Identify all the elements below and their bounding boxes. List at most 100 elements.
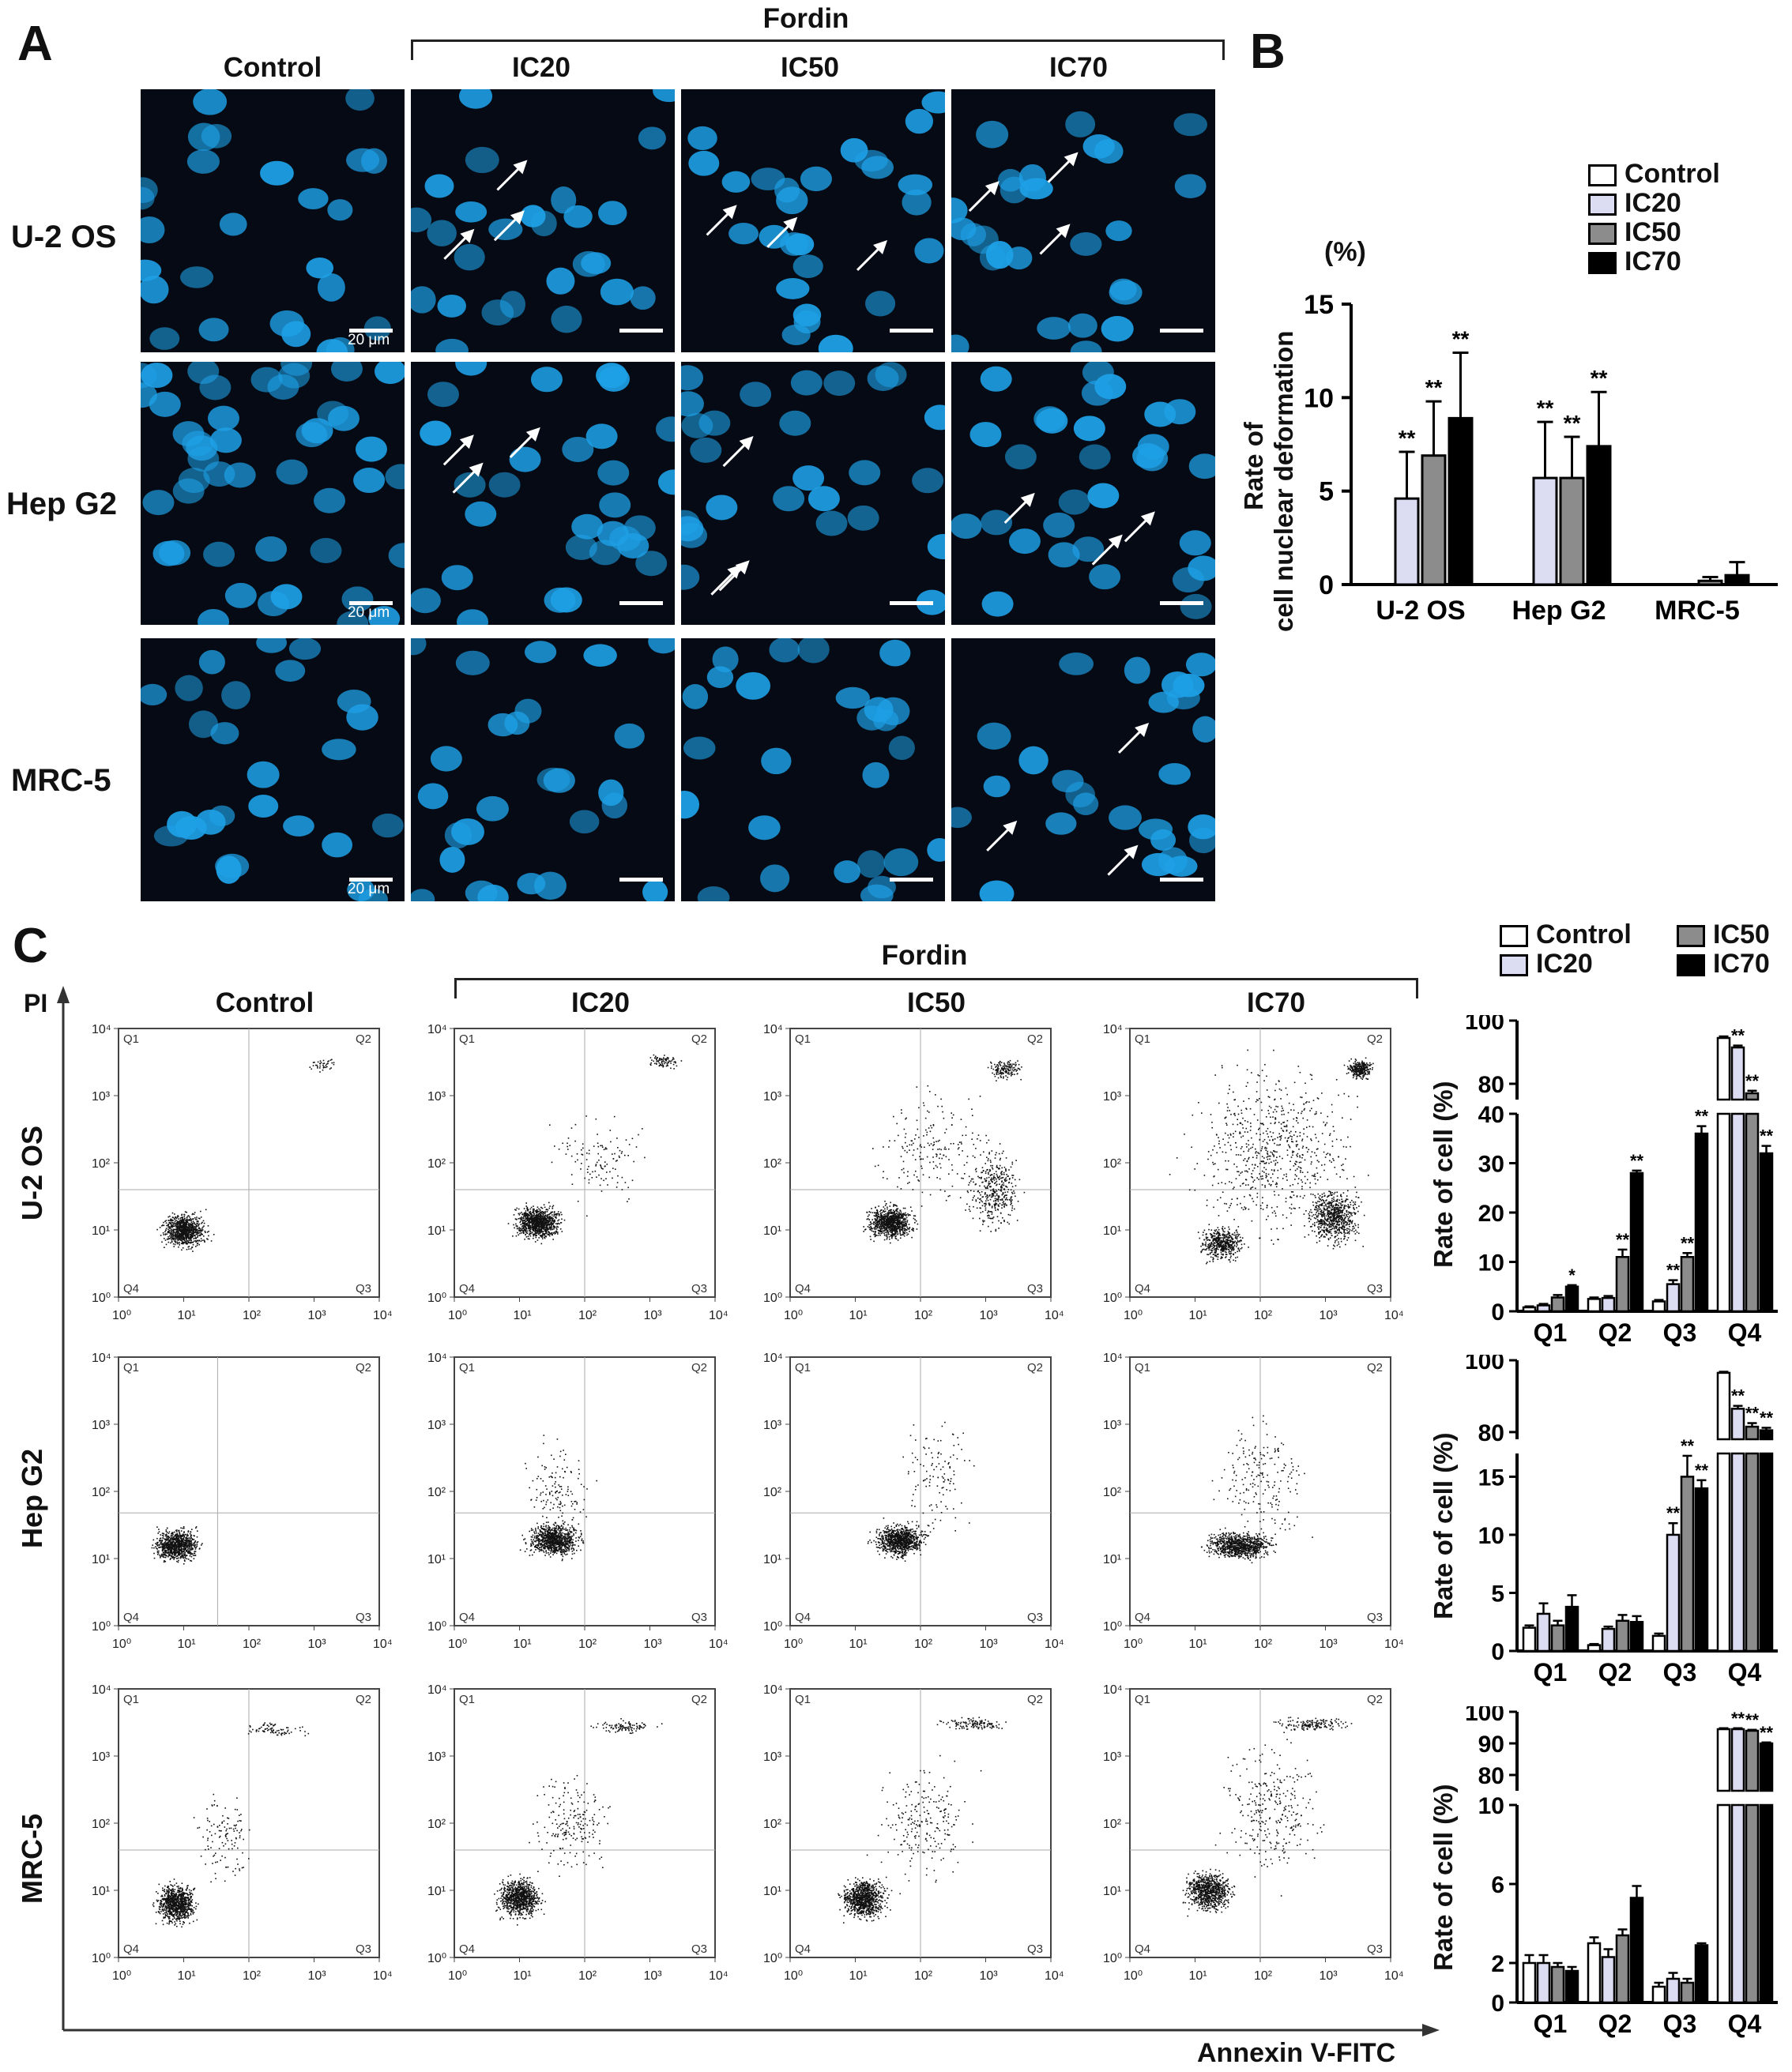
event-dot: [522, 1219, 524, 1221]
event-dot: [174, 1217, 175, 1220]
event-dot: [883, 1225, 885, 1228]
event-dot: [863, 1231, 864, 1232]
scale-bar: [619, 601, 663, 605]
event-dot: [181, 1235, 183, 1236]
micrograph-0-0: [141, 89, 405, 352]
event-dot: [162, 1224, 164, 1226]
event-dot: [1006, 1071, 1007, 1074]
event-dot: [527, 1213, 529, 1215]
event-dot: [894, 1228, 896, 1230]
event-dot: [972, 1115, 973, 1116]
event-dot: [920, 1165, 922, 1168]
event-dot: [187, 1238, 190, 1239]
event-dot: [554, 1219, 555, 1221]
event-dot: [999, 1168, 1000, 1170]
event-dot: [552, 1225, 555, 1228]
event-dot: [884, 1220, 887, 1222]
event-dot: [1213, 1244, 1215, 1247]
event-dot: [891, 1222, 893, 1224]
event-dot: [172, 1235, 175, 1237]
event-dot: [1006, 1066, 1007, 1068]
event-dot: [525, 1220, 526, 1223]
event-dot: [1317, 1201, 1319, 1202]
event-dot: [896, 1219, 898, 1221]
event-dot: [536, 1209, 538, 1211]
event-dot: [595, 1164, 597, 1165]
event-dot: [535, 1230, 537, 1232]
event-dot: [532, 1233, 534, 1235]
event-dot: [1008, 1182, 1010, 1184]
event-dot: [898, 1177, 900, 1179]
event-dot: [1018, 1069, 1021, 1070]
event-dot: [322, 1062, 324, 1065]
quadrant-label: Q2: [1027, 1032, 1043, 1046]
event-dot: [988, 1173, 989, 1175]
event-dot: [878, 1205, 879, 1207]
arrow-head: [873, 239, 888, 254]
event-dot: [876, 1221, 879, 1223]
event-dot: [186, 1222, 188, 1224]
nucleus: [563, 205, 593, 228]
event-dot: [874, 1228, 876, 1230]
event-dot: [1210, 1229, 1213, 1231]
event-dot: [990, 1231, 992, 1232]
panel-c-fordin-label: Fordin: [881, 940, 968, 971]
event-dot: [557, 1213, 559, 1215]
event-dot: [518, 1214, 521, 1216]
event-dot: [999, 1178, 1000, 1180]
event-dot: [1233, 1232, 1236, 1234]
event-dot: [945, 1149, 947, 1150]
event-dot: [1233, 1248, 1235, 1250]
event-dot: [868, 1214, 870, 1216]
event-dot: [171, 1230, 173, 1232]
event-dot: [906, 1226, 908, 1228]
quadrant-label: Q1: [795, 1032, 811, 1046]
event-dot: [534, 1217, 536, 1219]
event-dot: [194, 1222, 195, 1224]
event-dot: [1327, 1232, 1330, 1234]
event-dot: [932, 1149, 934, 1150]
event-dot: [990, 1164, 992, 1167]
event-dot: [902, 1220, 904, 1222]
event-dot: [933, 1168, 935, 1170]
event-dot: [519, 1232, 521, 1235]
nucleus: [1174, 174, 1207, 198]
event-dot: [1218, 1232, 1220, 1235]
event-dot: [1229, 1253, 1230, 1254]
event-dot: [329, 1068, 331, 1070]
legend-swatch-ic70: [1588, 252, 1617, 275]
event-dot: [991, 1207, 993, 1209]
event-dot: [539, 1224, 540, 1227]
event-dot: [991, 1211, 993, 1213]
event-dot: [200, 1232, 202, 1234]
event-dot: [600, 1168, 603, 1169]
event-dot: [918, 1107, 920, 1109]
event-dot: [580, 1168, 582, 1170]
event-dot: [875, 1225, 877, 1227]
event-dot: [898, 1220, 901, 1223]
event-dot: [1333, 1220, 1335, 1221]
event-dot: [609, 1171, 611, 1173]
event-dot: [198, 1234, 200, 1236]
event-dot: [979, 1201, 981, 1204]
event-dot: [876, 1217, 879, 1219]
event-dot: [588, 1179, 590, 1181]
event-dot: [1222, 1247, 1224, 1248]
event-dot: [581, 1163, 582, 1164]
event-dot: [515, 1209, 517, 1211]
event-dot: [674, 1061, 676, 1062]
event-dot: [960, 1119, 962, 1120]
event-dot: [1008, 1179, 1011, 1180]
event-dot: [894, 1233, 895, 1235]
event-dot: [616, 1182, 619, 1183]
nucleus: [256, 638, 288, 653]
event-dot: [206, 1238, 208, 1239]
event-dot: [1007, 1073, 1009, 1074]
event-dot: [1011, 1163, 1014, 1165]
panel-c-row-u2os: U-2 OS: [16, 1125, 48, 1220]
event-dot: [527, 1235, 529, 1238]
event-dot: [902, 1224, 903, 1225]
event-dot: [880, 1228, 883, 1229]
event-dot: [534, 1225, 536, 1227]
nucleus: [514, 698, 542, 724]
